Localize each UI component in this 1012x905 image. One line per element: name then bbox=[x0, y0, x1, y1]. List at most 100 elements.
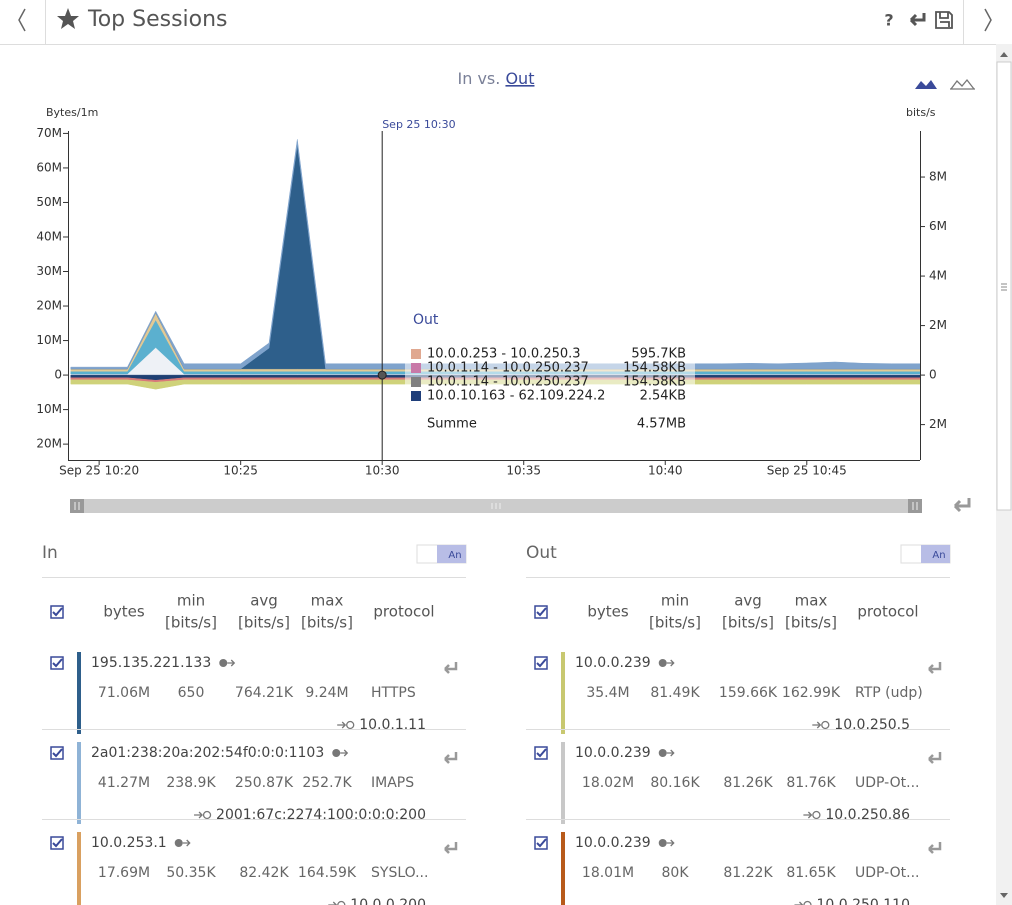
tooltip-swatch bbox=[411, 391, 421, 401]
cell-avg: 81.26K bbox=[723, 775, 773, 791]
destination-icon bbox=[194, 811, 203, 819]
y2-tick-label: 2M bbox=[929, 417, 947, 431]
x-tick-label: 10:25 bbox=[223, 464, 258, 478]
destination: 10.0.0.200 bbox=[350, 897, 426, 905]
row-action[interactable] bbox=[928, 752, 942, 764]
column-unit: [bits/s] bbox=[301, 614, 353, 632]
source-icon bbox=[219, 659, 228, 667]
y-tick-label: 40M bbox=[36, 229, 62, 243]
checkmark bbox=[536, 838, 547, 848]
column-header: protocol bbox=[373, 603, 434, 621]
return-button[interactable] bbox=[909, 13, 926, 27]
destination: 2001:67c:2274:100:0:0:0:200 bbox=[216, 807, 426, 823]
favorite-star[interactable] bbox=[57, 8, 79, 29]
x-tick-label: 10:30 bbox=[365, 464, 400, 478]
cursor-point bbox=[377, 370, 387, 380]
cell-min: 50.35K bbox=[166, 865, 216, 881]
tooltip-bg bbox=[405, 305, 695, 440]
header-bar bbox=[0, 0, 1012, 44]
cell-max: 81.65K bbox=[786, 865, 836, 881]
cell-min: 650 bbox=[178, 685, 205, 701]
column-unit: [bits/s] bbox=[165, 614, 217, 632]
y2-tick-label: 6M bbox=[929, 219, 947, 233]
destination: 10.0.250.110 bbox=[816, 897, 910, 905]
row-action[interactable] bbox=[928, 842, 942, 854]
x-tick-label: Sep 25 10:45 bbox=[767, 464, 847, 478]
source: 10.0.0.239 bbox=[575, 835, 651, 851]
tooltip-swatch bbox=[411, 377, 421, 387]
reset-zoom[interactable] bbox=[953, 498, 971, 513]
checkmark bbox=[536, 748, 547, 758]
destination-icon bbox=[794, 901, 804, 905]
title-link[interactable]: Out bbox=[505, 69, 534, 88]
cell-min: 80.16K bbox=[650, 775, 700, 791]
source-icon bbox=[332, 749, 341, 757]
destination-icon bbox=[202, 810, 212, 820]
scrollbar-thumb[interactable] bbox=[996, 61, 1012, 511]
forward-button[interactable] bbox=[984, 8, 992, 32]
panel-title: Out bbox=[526, 543, 557, 563]
row-color bbox=[561, 742, 565, 824]
help-button[interactable]: ? bbox=[884, 11, 893, 30]
row-action[interactable] bbox=[444, 752, 458, 764]
tooltip-value: 2.54KB bbox=[640, 389, 686, 404]
slider-handle[interactable] bbox=[908, 499, 922, 513]
line-mode-icon[interactable] bbox=[950, 78, 975, 90]
row-action[interactable] bbox=[444, 662, 458, 674]
panel-title: In bbox=[42, 543, 58, 563]
source-icon bbox=[227, 659, 236, 667]
source-icon bbox=[658, 839, 667, 847]
checkmark bbox=[52, 838, 63, 848]
area-mode-icon[interactable] bbox=[915, 80, 937, 89]
column-unit: [bits/s] bbox=[238, 614, 290, 632]
tooltip-value: 154.58KB bbox=[623, 361, 686, 376]
tooltip-name: 10.0.1.14 - 10.0.250.237 bbox=[427, 375, 589, 390]
title-text: In vs. bbox=[458, 69, 501, 88]
destination-icon bbox=[812, 810, 821, 820]
cell-protocol: HTTPS bbox=[371, 685, 416, 701]
slider-handle[interactable] bbox=[70, 499, 84, 513]
destination-icon bbox=[328, 901, 338, 905]
tooltip-total-label: Summe bbox=[427, 417, 477, 432]
row-color bbox=[561, 652, 565, 734]
y2-tick-label: 4M bbox=[929, 269, 947, 283]
destination-icon bbox=[337, 900, 346, 905]
checkmark bbox=[536, 658, 547, 668]
tooltip-swatch bbox=[411, 349, 421, 359]
source: 195.135.221.133 bbox=[91, 655, 211, 671]
cell-protocol: IMAPS bbox=[371, 775, 414, 791]
row-action[interactable] bbox=[444, 842, 458, 854]
y-tick-label: 20M bbox=[36, 437, 62, 451]
tooltip-value: 154.58KB bbox=[623, 375, 686, 390]
source-icon bbox=[666, 839, 675, 847]
area-series bbox=[70, 139, 920, 370]
cell-protocol: UDP-Ot... bbox=[855, 865, 919, 881]
column-header: min bbox=[661, 592, 689, 610]
row-color bbox=[77, 742, 81, 824]
source: 10.0.253.1 bbox=[91, 835, 167, 851]
back-button[interactable] bbox=[18, 8, 26, 32]
x-tick-label: 10:35 bbox=[506, 464, 541, 478]
source: 10.0.0.239 bbox=[575, 655, 651, 671]
save-button[interactable] bbox=[935, 11, 953, 29]
row-action[interactable] bbox=[928, 662, 942, 674]
x-tick-label: Sep 25 10:20 bbox=[59, 464, 139, 478]
cell-protocol: UDP-Ot... bbox=[855, 775, 919, 791]
cell-max: 162.99K bbox=[782, 685, 841, 701]
y-tick-label: 50M bbox=[36, 195, 62, 209]
toggle-on bbox=[921, 545, 950, 563]
y-tick-label: 30M bbox=[36, 264, 62, 278]
source: 10.0.0.239 bbox=[575, 745, 651, 761]
checkmark bbox=[536, 607, 547, 617]
source-icon bbox=[174, 839, 183, 847]
row-color bbox=[561, 832, 565, 905]
row-color bbox=[77, 652, 81, 734]
cell-min: 238.9K bbox=[166, 775, 216, 791]
slider-grips bbox=[74, 502, 918, 510]
destination-icon bbox=[821, 720, 830, 730]
cell-bytes: 71.06M bbox=[98, 685, 150, 701]
cell-avg: 82.42K bbox=[239, 865, 289, 881]
cell-protocol: RTP (udp) bbox=[855, 685, 923, 701]
checkmark bbox=[52, 748, 63, 758]
